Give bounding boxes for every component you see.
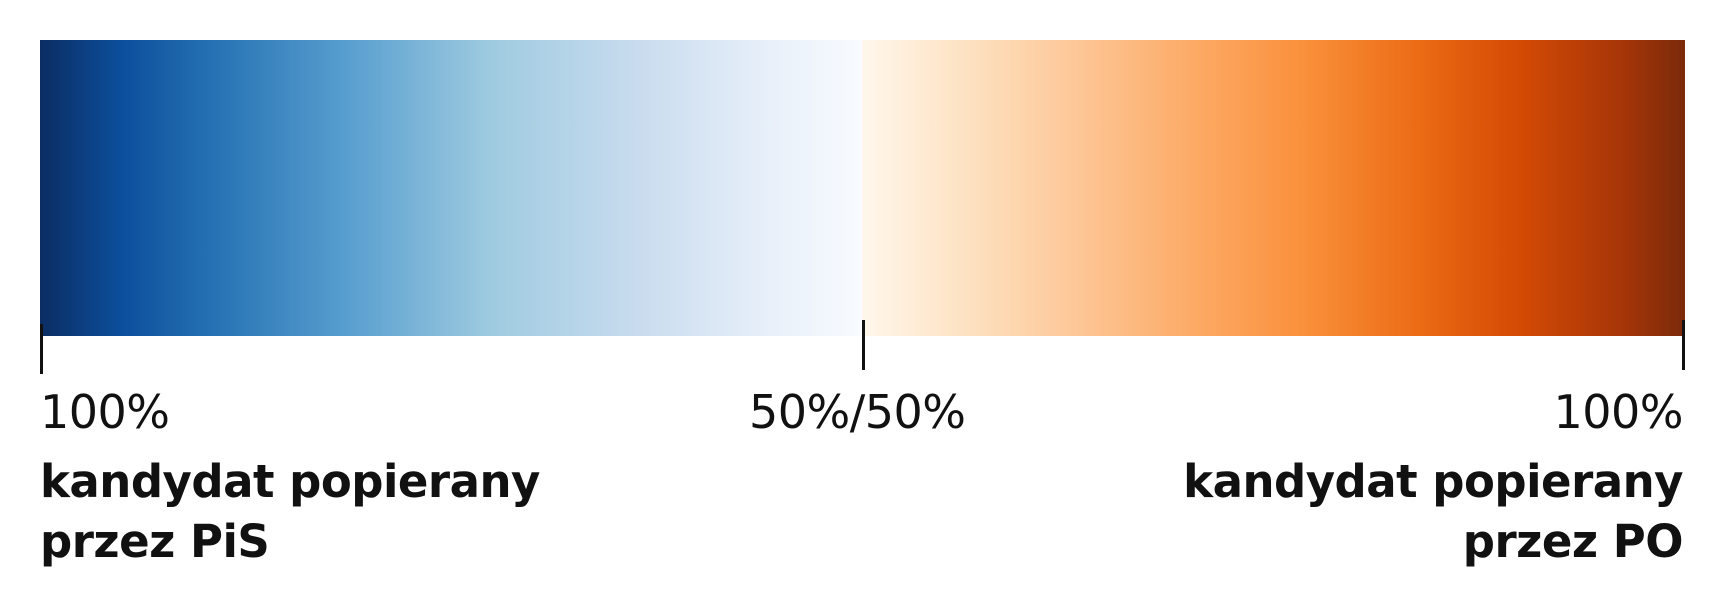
po-label-line1: kandydat popierany [1183, 455, 1683, 508]
po-gradient [862, 40, 1685, 336]
label-left-percent: 100% [40, 385, 170, 439]
pis-gradient [40, 40, 862, 336]
pis-label-line1: kandydat popierany [40, 455, 540, 508]
po-label-line2: przez PO [1462, 515, 1684, 568]
label-middle-percent: 50%/50% [749, 385, 966, 439]
pis-candidate-label: kandydat popierany przez PiS [40, 452, 540, 572]
po-candidate-label: kandydat popierany przez PO [1183, 452, 1683, 572]
tick-right [1682, 320, 1685, 370]
label-right-percent: 100% [1553, 385, 1683, 439]
gradient-band [40, 40, 1685, 336]
tick-middle [862, 320, 865, 370]
pis-label-line2: przez PiS [40, 515, 270, 568]
tick-left [40, 324, 43, 374]
